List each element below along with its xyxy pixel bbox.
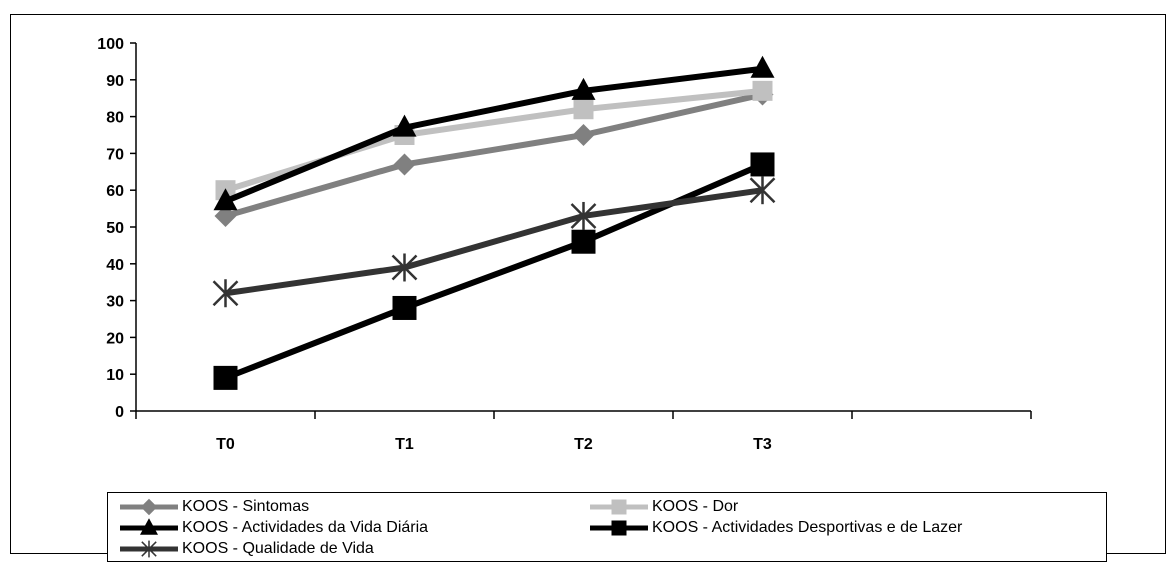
legend-marker <box>141 540 157 558</box>
legend-label-4: KOOS - Qualidade de Vida <box>182 540 374 557</box>
series-line-4 <box>225 187 763 297</box>
data-point <box>750 152 775 177</box>
series-4 <box>212 176 776 308</box>
series-line-1 <box>224 87 763 194</box>
y-tick-label: 70 <box>106 146 124 163</box>
data-point <box>572 124 595 146</box>
legend-label-1: KOOS - Dor <box>652 498 739 515</box>
data-point <box>213 188 238 211</box>
y-axis-ticks: 0 10 20 30 40 50 60 70 80 90 100 <box>97 36 136 421</box>
x-tick-label: T1 <box>395 436 414 453</box>
series-line-2 <box>224 65 763 205</box>
data-point <box>573 99 594 120</box>
series-line-3 <box>224 161 764 381</box>
series-3 <box>213 152 775 390</box>
legend-item-0: KOOS - Sintomas <box>118 497 309 517</box>
y-tick-label: 50 <box>106 220 124 237</box>
legend-item-3: KOOS - Actividades Desportivas e de Laze… <box>588 518 962 538</box>
y-tick-label: 30 <box>106 294 124 311</box>
series-line-0 <box>224 91 764 219</box>
y-tick-label: 20 <box>106 330 124 347</box>
legend-swatch-4 <box>120 540 178 558</box>
y-tick-label: 60 <box>106 183 124 200</box>
x-tick-label: T0 <box>216 436 235 453</box>
series-0 <box>214 83 774 227</box>
data-point <box>212 279 239 308</box>
legend-item-2: KOOS - Actividades da Vida Diária <box>118 518 428 538</box>
series-2 <box>213 55 775 211</box>
data-point <box>393 153 416 176</box>
x-axis-ticks: T0 T1 T2 T3 <box>135 411 1032 453</box>
y-tick-label: 0 <box>115 404 124 421</box>
legend-marker <box>611 520 627 536</box>
x-tick-label: T3 <box>753 436 772 453</box>
y-tick-label: 10 <box>106 367 124 384</box>
legend-marker <box>140 518 158 535</box>
legend-swatch-3 <box>590 520 648 536</box>
legend-item-1: KOOS - Dor <box>588 497 738 517</box>
data-point <box>391 253 418 282</box>
y-tick-label: 100 <box>97 36 124 53</box>
legend: KOOS - Sintomas KOOS - Dor KOOS - Activi… <box>107 492 1107 562</box>
data-point <box>752 80 773 101</box>
series-group <box>212 55 776 390</box>
data-point <box>392 114 417 137</box>
y-tick-label: 90 <box>106 73 124 90</box>
legend-marker <box>611 499 627 515</box>
data-point <box>392 295 417 320</box>
legend-marker <box>140 498 158 516</box>
data-point <box>749 176 776 205</box>
data-point <box>213 365 238 390</box>
legend-label-2: KOOS - Actividades da Vida Diária <box>182 519 429 536</box>
legend-swatch-0 <box>120 498 178 516</box>
legend-swatch-1 <box>590 499 648 515</box>
data-point <box>570 201 597 230</box>
legend-swatch-2 <box>120 518 178 535</box>
y-tick-label: 80 <box>106 110 124 127</box>
chart-frame: 0 10 20 30 40 50 60 70 80 90 100 T0 T1 T2 T3 KOOS - S… <box>10 14 1166 562</box>
legend-label-3: KOOS - Actividades Desportivas e de Laze… <box>652 519 963 536</box>
legend-label-0: KOOS - Sintomas <box>182 498 310 515</box>
data-point <box>214 204 237 227</box>
data-point <box>571 229 596 254</box>
series-1 <box>215 80 773 201</box>
x-tick-label: T2 <box>574 436 593 453</box>
data-point <box>750 55 775 78</box>
data-point <box>571 77 596 100</box>
line-chart: 0 10 20 30 40 50 60 70 80 90 100 T0 T1 T2 T3 <box>97 36 1032 453</box>
legend-item-4: KOOS - Qualidade de Vida <box>118 539 374 559</box>
y-tick-label: 40 <box>106 257 124 274</box>
